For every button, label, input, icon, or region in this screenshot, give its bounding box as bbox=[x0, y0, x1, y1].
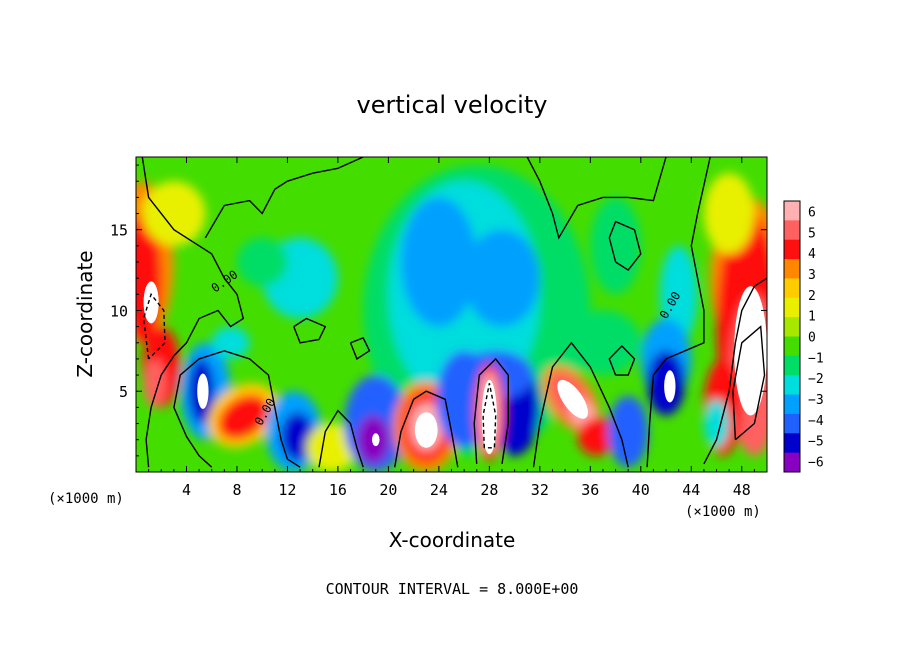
contour-right-44 bbox=[646, 157, 711, 468]
contour-red-23 bbox=[394, 390, 459, 468]
colorbar-swatch bbox=[784, 201, 800, 221]
x-unit-left: (×1000 m) bbox=[48, 491, 124, 507]
x-unit-right: (×1000 m) bbox=[685, 504, 761, 520]
contour-diag-34 bbox=[532, 341, 629, 468]
x-tick-label: 12 bbox=[278, 481, 296, 499]
peak-core bbox=[143, 281, 159, 324]
colorbar-swatch bbox=[784, 278, 800, 299]
contour-red-28 bbox=[473, 357, 509, 465]
field-blob bbox=[306, 423, 357, 472]
y-tick-label: 15 bbox=[110, 222, 128, 240]
field-blob bbox=[281, 412, 314, 461]
contour-island-13 bbox=[293, 317, 327, 344]
colorbar-swatch bbox=[784, 336, 800, 357]
x-tick-label: 20 bbox=[379, 481, 397, 499]
field-blob bbox=[607, 396, 649, 468]
peak-core bbox=[664, 370, 676, 403]
contour-right-edge bbox=[703, 277, 767, 465]
heatmap-area: 0.000.000.00 bbox=[136, 157, 767, 472]
colorbar-tick-label: 1 bbox=[808, 310, 816, 325]
field-blob bbox=[217, 394, 269, 440]
field-blob bbox=[464, 229, 540, 327]
peak-core bbox=[371, 433, 380, 447]
colorbar-swatch bbox=[784, 413, 800, 434]
colorbar-swatch bbox=[784, 317, 800, 337]
field-blob bbox=[703, 173, 755, 254]
field-blob bbox=[142, 181, 206, 246]
peak-core bbox=[734, 286, 767, 416]
peak-core bbox=[481, 379, 497, 455]
colorbar-swatch bbox=[784, 297, 800, 318]
colorbar-frame bbox=[783, 200, 801, 473]
chart-title: vertical velocity bbox=[357, 91, 548, 119]
colorbar-tick-label: 3 bbox=[808, 268, 816, 283]
colorbar-swatch bbox=[784, 239, 800, 260]
colorbar-tick-label: −6 bbox=[808, 456, 824, 471]
colorbar-swatch bbox=[784, 452, 800, 473]
colorbar-tick-label: −3 bbox=[808, 393, 824, 408]
y-tick-label: 5 bbox=[119, 383, 128, 401]
x-tick-label: 40 bbox=[632, 481, 650, 499]
x-tick-label: 28 bbox=[480, 481, 498, 499]
field-blob bbox=[565, 310, 641, 376]
colorbar-swatch bbox=[784, 433, 800, 454]
contour-island-38 bbox=[608, 344, 636, 376]
contour-top-left bbox=[204, 157, 364, 239]
colorbar-swatch bbox=[784, 375, 800, 396]
contour-top-right bbox=[526, 157, 667, 240]
colorbar-swatch bbox=[784, 220, 800, 241]
colorbar-tick-label: 5 bbox=[808, 226, 816, 241]
field-blob bbox=[211, 326, 250, 359]
colorbar-tick-label: 6 bbox=[808, 205, 816, 220]
y-axis-label: Z-coordinate bbox=[73, 250, 97, 377]
x-tick-label: 4 bbox=[182, 481, 191, 499]
x-tick-label: 44 bbox=[682, 481, 700, 499]
colorbar-tick-label: 0 bbox=[808, 331, 816, 346]
contour-left bbox=[141, 157, 245, 468]
contour-warm-8 bbox=[173, 350, 301, 468]
x-tick-label: 36 bbox=[581, 481, 599, 499]
contour-core-right bbox=[732, 325, 766, 441]
colorbar-tick-label: −2 bbox=[808, 372, 824, 387]
colorbar-tick-label: −1 bbox=[808, 351, 824, 366]
x-tick-label: 32 bbox=[531, 481, 549, 499]
contour-island-17 bbox=[349, 337, 371, 360]
contour-blue-15 bbox=[318, 409, 364, 468]
x-axis-label: X-coordinate bbox=[389, 528, 516, 552]
peak-core bbox=[414, 412, 438, 448]
field-blob bbox=[401, 197, 477, 327]
y-tick-label: 10 bbox=[110, 302, 128, 320]
x-tick-label: 48 bbox=[733, 481, 751, 499]
colorbar-tick-label: −4 bbox=[808, 414, 824, 429]
colorbar-tick-label: 4 bbox=[808, 247, 816, 262]
peak-core bbox=[197, 373, 209, 409]
contour-island-39 bbox=[608, 220, 642, 272]
field-blob bbox=[659, 245, 698, 343]
x-tick-label: 16 bbox=[329, 481, 347, 499]
field-blob bbox=[590, 197, 641, 295]
colorbar: 6 5 4 3 2 1 0 −1 −2 −3 −4 −5 −6 bbox=[783, 200, 824, 473]
colorbar-swatch bbox=[784, 259, 800, 279]
colorbar-tick-label: −5 bbox=[808, 435, 824, 450]
field-blob bbox=[703, 399, 730, 448]
colorbar-swatch bbox=[784, 394, 800, 415]
colorbar-swatch bbox=[784, 355, 800, 376]
field-blob bbox=[577, 417, 616, 456]
contour-core-left bbox=[142, 292, 166, 360]
x-tick-label: 8 bbox=[232, 481, 241, 499]
field-blob bbox=[236, 237, 288, 287]
field-blob bbox=[143, 358, 167, 408]
colorbar-tick-label: 2 bbox=[808, 289, 816, 304]
peak-core bbox=[557, 379, 588, 419]
x-tick-label: 24 bbox=[430, 481, 448, 499]
contour-interval-footer: CONTOUR INTERVAL = 8.000E+00 bbox=[326, 580, 579, 598]
